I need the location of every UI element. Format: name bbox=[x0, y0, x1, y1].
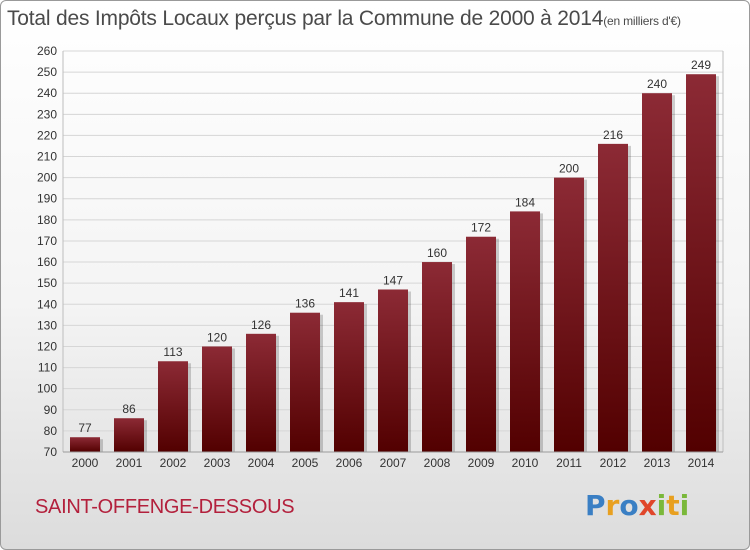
y-tick-label: 200 bbox=[37, 171, 57, 185]
y-tick-label: 240 bbox=[37, 86, 57, 100]
y-tick-label: 120 bbox=[37, 339, 57, 353]
bar bbox=[686, 74, 716, 452]
bar bbox=[642, 93, 672, 453]
x-tick-label: 2002 bbox=[160, 456, 187, 470]
y-tick-label: 250 bbox=[37, 65, 57, 79]
x-tick-label: 2003 bbox=[204, 456, 231, 470]
bar bbox=[158, 361, 188, 452]
y-tick-label: 90 bbox=[44, 403, 58, 417]
data-label: 147 bbox=[383, 273, 403, 287]
logo-letter: i bbox=[656, 489, 667, 522]
data-label: 113 bbox=[163, 345, 182, 359]
y-tick-label: 80 bbox=[44, 424, 58, 438]
bar bbox=[290, 312, 320, 452]
x-tick-label: 2006 bbox=[336, 456, 363, 470]
logo-letter: r bbox=[605, 489, 620, 522]
x-tick-label: 2010 bbox=[512, 456, 539, 470]
y-tick-label: 100 bbox=[37, 382, 57, 396]
x-tick-label: 2009 bbox=[468, 456, 495, 470]
x-tick-label: 2007 bbox=[380, 456, 407, 470]
data-label: 120 bbox=[207, 330, 227, 344]
y-tick-label: 170 bbox=[37, 234, 57, 248]
x-tick-label: 2013 bbox=[644, 456, 671, 470]
y-tick-label: 110 bbox=[38, 361, 57, 375]
x-tick-label: 2005 bbox=[292, 456, 319, 470]
data-label: 160 bbox=[427, 246, 447, 260]
logo-letter: o bbox=[619, 489, 639, 522]
bar bbox=[202, 346, 232, 452]
x-tick-label: 2004 bbox=[248, 456, 275, 470]
y-tick-label: 210 bbox=[37, 150, 57, 164]
data-label: 77 bbox=[78, 421, 92, 435]
y-tick-label: 260 bbox=[37, 44, 57, 58]
logo-letter: t bbox=[666, 489, 680, 522]
x-tick-label: 2012 bbox=[600, 456, 627, 470]
bar bbox=[114, 418, 144, 452]
logo-letter: P bbox=[585, 489, 606, 522]
chart-title-unit: (en milliers d'€) bbox=[603, 14, 681, 28]
data-label: 136 bbox=[295, 297, 315, 311]
data-label: 216 bbox=[603, 128, 623, 142]
data-label: 240 bbox=[647, 77, 667, 91]
data-label: 86 bbox=[122, 402, 136, 416]
bar bbox=[554, 177, 584, 452]
bar bbox=[246, 333, 276, 452]
bar bbox=[598, 143, 628, 452]
bar bbox=[422, 262, 452, 452]
y-tick-label: 220 bbox=[37, 128, 57, 142]
y-tick-label: 140 bbox=[37, 297, 57, 311]
bar bbox=[378, 289, 408, 452]
y-tick-label: 190 bbox=[37, 192, 57, 206]
x-tick-label: 2011 bbox=[556, 456, 582, 470]
logo-letter: x bbox=[638, 489, 657, 522]
bar bbox=[334, 302, 364, 452]
data-label: 172 bbox=[471, 221, 491, 235]
data-label: 249 bbox=[691, 58, 711, 72]
x-tick-label: 2000 bbox=[72, 456, 99, 470]
x-tick-label: 2014 bbox=[688, 456, 715, 470]
x-tick-label: 2001 bbox=[116, 456, 143, 470]
bar bbox=[510, 211, 540, 452]
y-tick-label: 70 bbox=[44, 445, 58, 459]
y-tick-label: 180 bbox=[37, 213, 57, 227]
x-tick-label: 2008 bbox=[424, 456, 451, 470]
bar bbox=[70, 437, 100, 452]
data-label: 184 bbox=[515, 195, 535, 209]
y-tick-label: 150 bbox=[37, 276, 57, 290]
chart-title-text: Total des Impôts Locaux perçus par la Co… bbox=[7, 7, 604, 30]
bar bbox=[466, 236, 496, 452]
chart-title: Total des Impôts Locaux perçus par la Co… bbox=[7, 7, 681, 31]
y-tick-label: 130 bbox=[37, 318, 57, 332]
data-label: 126 bbox=[251, 318, 271, 332]
data-label: 141 bbox=[339, 286, 359, 300]
logo-letter: i bbox=[679, 489, 690, 522]
y-tick-label: 160 bbox=[37, 255, 57, 269]
proxiti-logo: Proxiti bbox=[585, 489, 689, 522]
y-tick-label: 230 bbox=[37, 107, 57, 121]
commune-name: SAINT-OFFENGE-DESSOUS bbox=[35, 496, 295, 518]
data-label: 200 bbox=[559, 162, 579, 176]
